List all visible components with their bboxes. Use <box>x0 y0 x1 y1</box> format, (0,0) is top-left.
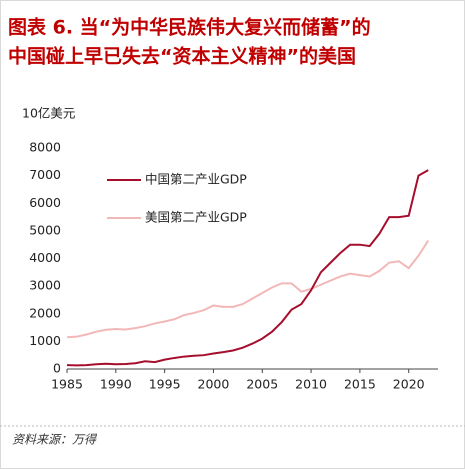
x-tick-label: 1995 <box>149 377 181 392</box>
x-tick-label: 2005 <box>246 377 278 392</box>
source: 资料来源：万得 <box>12 433 98 447</box>
y-tick-label: 0 <box>53 361 61 376</box>
x-tick-label: 2015 <box>344 377 376 392</box>
y-axis-label: 10亿美元 <box>22 106 75 121</box>
y-tick-label: 1000 <box>29 333 61 348</box>
legend-label: 美国第二产业GDP <box>145 210 247 225</box>
y-tick-label: 7000 <box>29 167 61 182</box>
x-tick-label: 2020 <box>393 377 425 392</box>
x-tick-label: 2010 <box>295 377 327 392</box>
x-tick-label: 2000 <box>198 377 230 392</box>
x-tick-label: 1990 <box>100 377 132 392</box>
x-tick-label: 1985 <box>51 377 83 392</box>
series-line <box>66 169 429 367</box>
chart-title: 图表 6. 当“为中华民族伟大复兴而储蓄”的 <box>8 16 371 39</box>
y-tick-label: 4000 <box>29 250 61 265</box>
chart-title: 中国碰上早已失去“资本主义精神”的美国 <box>8 45 356 68</box>
y-tick-label: 6000 <box>29 195 61 210</box>
y-tick-label: 3000 <box>29 278 61 293</box>
legend-label: 中国第二产业GDP <box>145 172 247 187</box>
y-tick-label: 8000 <box>29 140 61 155</box>
y-tick-label: 2000 <box>29 305 61 320</box>
y-tick-label: 5000 <box>29 222 61 237</box>
series-line <box>66 240 430 339</box>
